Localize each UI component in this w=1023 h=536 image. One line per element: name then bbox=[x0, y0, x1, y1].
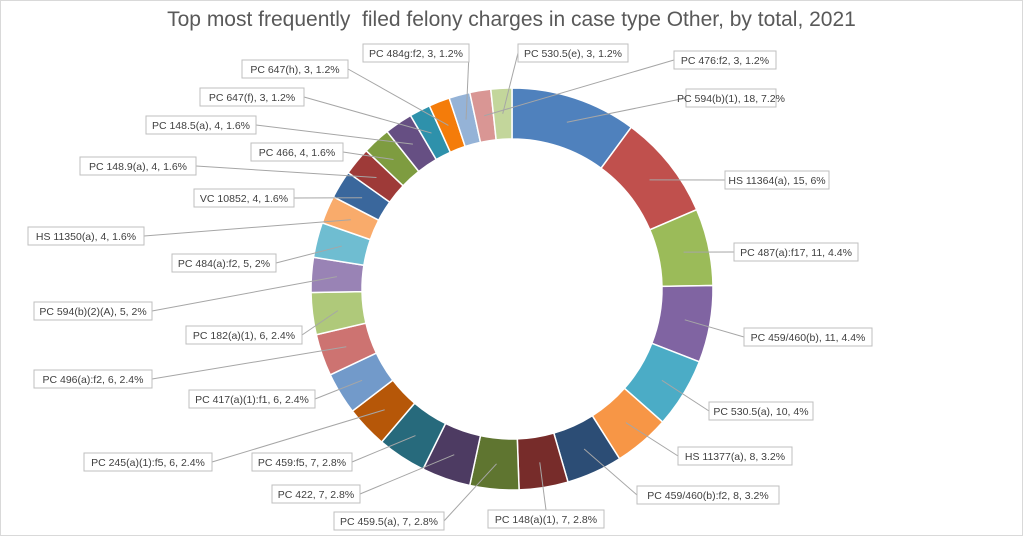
leader-line bbox=[301, 310, 339, 336]
data-label-box bbox=[271, 484, 361, 504]
data-label: PC 459.5(a), 7, 2.8% bbox=[340, 516, 438, 528]
doughnut-slice bbox=[489, 87, 513, 141]
data-label: PC 245(a)(1):f5, 6, 2.4% bbox=[91, 457, 205, 469]
data-label-box bbox=[251, 452, 353, 472]
leader-line bbox=[303, 96, 432, 134]
data-label: PC 484(a):f2, 5, 2% bbox=[178, 258, 270, 270]
leader-line bbox=[151, 346, 347, 380]
leader-line bbox=[566, 97, 687, 123]
data-label-box bbox=[83, 452, 213, 472]
leader-line bbox=[347, 68, 449, 126]
data-label: PC 148.9(a), 4, 1.6% bbox=[89, 161, 187, 173]
data-label: PC 647(f), 3, 1.2% bbox=[209, 92, 295, 104]
leader-line bbox=[539, 462, 547, 511]
data-label: PC 148(a)(1), 7, 2.8% bbox=[495, 514, 597, 526]
leader-line bbox=[342, 151, 394, 161]
data-label-box bbox=[487, 509, 605, 529]
leader-line bbox=[351, 435, 416, 463]
leader-line bbox=[275, 245, 342, 264]
leader-line bbox=[661, 379, 710, 412]
data-label: PC 182(a)(1), 6, 2.4% bbox=[193, 330, 295, 342]
data-labels: PC 594(b)(1), 18, 7.2% HS 11364(a), 15, 6… bbox=[27, 43, 873, 531]
data-label: VC 10852, 4, 1.6% bbox=[200, 193, 288, 205]
leader-line bbox=[143, 219, 351, 237]
data-label-box bbox=[33, 369, 153, 389]
data-label-box bbox=[685, 88, 777, 108]
data-label: PC 476:f2, 3, 1.2% bbox=[681, 55, 769, 67]
data-label: PC 530.5(e), 3, 1.2% bbox=[524, 48, 622, 60]
data-label: PC 459/460(b), 11, 4.4% bbox=[751, 332, 866, 344]
data-label: PC 459/460(b):f2, 8, 3.2% bbox=[647, 490, 768, 502]
leader-line bbox=[684, 319, 745, 338]
leader-line bbox=[465, 52, 470, 120]
data-label-box bbox=[362, 43, 470, 63]
data-label-box bbox=[708, 401, 814, 421]
data-label-box bbox=[724, 170, 830, 190]
data-label-box bbox=[673, 50, 777, 70]
leader-line bbox=[195, 165, 377, 179]
leader-line bbox=[151, 276, 338, 312]
data-label-box bbox=[733, 242, 859, 262]
data-label: HS 11350(a), 4, 1.6% bbox=[36, 231, 136, 243]
leader-line bbox=[502, 52, 519, 114]
chart-title: Top most frequently filed felony charges… bbox=[167, 8, 856, 31]
data-label: PC 422, 7, 2.8% bbox=[278, 489, 354, 501]
data-label-box bbox=[27, 226, 145, 246]
data-label: PC 459:f5, 7, 2.8% bbox=[258, 457, 346, 469]
leader-line bbox=[583, 448, 638, 496]
data-label: HS 11377(a), 8, 3.2% bbox=[685, 451, 785, 463]
data-label: PC 530.5(a), 10, 4% bbox=[713, 406, 808, 418]
data-label-box bbox=[185, 325, 303, 345]
data-label-box bbox=[33, 301, 153, 321]
data-label: PC 496(a):f2, 6, 2.4% bbox=[43, 374, 144, 386]
leader-line bbox=[211, 409, 385, 463]
leader-line bbox=[255, 124, 413, 145]
leader-line bbox=[625, 422, 679, 457]
data-label: PC 594(b)(1), 18, 7.2% bbox=[677, 93, 785, 105]
data-label: HS 11364(a), 15, 6% bbox=[728, 175, 825, 187]
data-label: PC 487(a):f17, 11, 4.4% bbox=[740, 247, 852, 259]
data-label-box bbox=[171, 253, 277, 273]
doughnut-slices bbox=[310, 87, 714, 491]
data-label: PC 466, 4, 1.6% bbox=[259, 147, 335, 159]
data-label: PC 484g:f2, 3, 1.2% bbox=[369, 48, 463, 60]
data-label-box bbox=[193, 188, 295, 208]
data-label: PC 594(b)(2)(A), 5, 2% bbox=[39, 306, 146, 318]
data-label-box bbox=[333, 511, 445, 531]
data-label: PC 148.5(a), 4, 1.6% bbox=[152, 120, 250, 132]
leader-line bbox=[359, 454, 455, 495]
data-label-box bbox=[199, 87, 305, 107]
data-label-box bbox=[677, 446, 793, 466]
data-label: PC 417(a)(1):f1, 6, 2.4% bbox=[195, 394, 309, 406]
data-label-box bbox=[188, 389, 316, 409]
leader-line bbox=[314, 379, 363, 400]
data-label: PC 647(h), 3, 1.2% bbox=[250, 64, 339, 76]
data-label-box bbox=[517, 43, 629, 63]
data-label-box bbox=[636, 485, 780, 505]
data-label-box bbox=[79, 156, 197, 176]
data-label-box bbox=[743, 327, 873, 347]
data-label-box bbox=[145, 115, 257, 135]
data-label-box bbox=[241, 59, 349, 79]
data-label-box bbox=[250, 142, 344, 162]
leader-line bbox=[443, 463, 497, 522]
leader-line bbox=[484, 59, 675, 117]
